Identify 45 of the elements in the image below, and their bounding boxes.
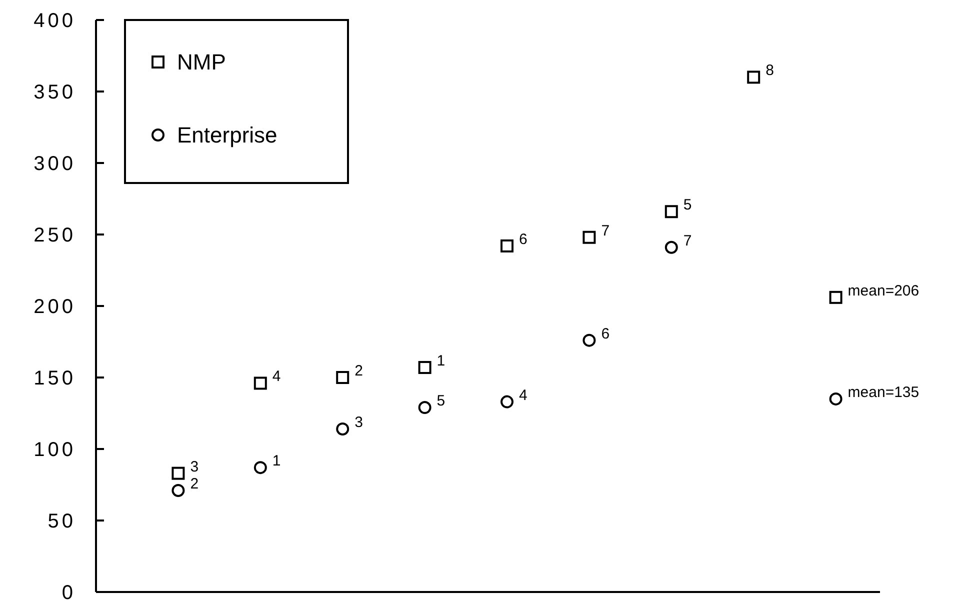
legend-label: Enterprise (177, 122, 278, 148)
point (829, 392, 842, 406)
y-tick-label: 350 (34, 82, 76, 104)
point (500, 239, 514, 252)
annotation: 7 (601, 222, 610, 240)
point (747, 70, 760, 84)
y-tick-label: 300 (34, 153, 76, 175)
point (829, 290, 842, 304)
annotation: 4 (519, 386, 528, 404)
annotation: mean=135 (848, 384, 920, 401)
annotation: 5 (436, 392, 446, 410)
point (254, 376, 267, 390)
y-tick-label: 150 (34, 368, 76, 390)
point (336, 422, 350, 436)
point (664, 240, 678, 254)
y-tick-label: 200 (34, 296, 76, 318)
annotation: 4 (272, 368, 281, 386)
point (582, 334, 596, 347)
point (500, 395, 514, 408)
y-tick-label: 250 (34, 224, 76, 246)
y-tick-label: 50 (48, 510, 76, 532)
annotation: 7 (683, 232, 692, 250)
point (172, 466, 185, 480)
point (336, 371, 350, 384)
point (254, 461, 267, 474)
point (418, 401, 432, 414)
point (582, 230, 596, 244)
annotation: 8 (766, 62, 774, 80)
legend-label: NMP (177, 50, 226, 75)
annotation: 6 (519, 230, 528, 248)
point (418, 360, 432, 374)
annotation: mean=206 (848, 282, 920, 300)
y-tick-label: 100 (34, 439, 76, 461)
annotation: 6 (601, 325, 610, 342)
point (664, 205, 678, 218)
y-tick-label: 400 (34, 10, 76, 32)
annotation: 1 (272, 452, 281, 470)
annotation: 3 (354, 414, 363, 431)
y-tick-label: 0 (62, 582, 76, 604)
annotation: 2 (190, 475, 199, 492)
annotation: 3 (190, 458, 199, 476)
annotation: 5 (683, 196, 692, 214)
annotation: 2 (354, 362, 363, 380)
point (172, 484, 185, 497)
annotation: 1 (436, 352, 446, 370)
